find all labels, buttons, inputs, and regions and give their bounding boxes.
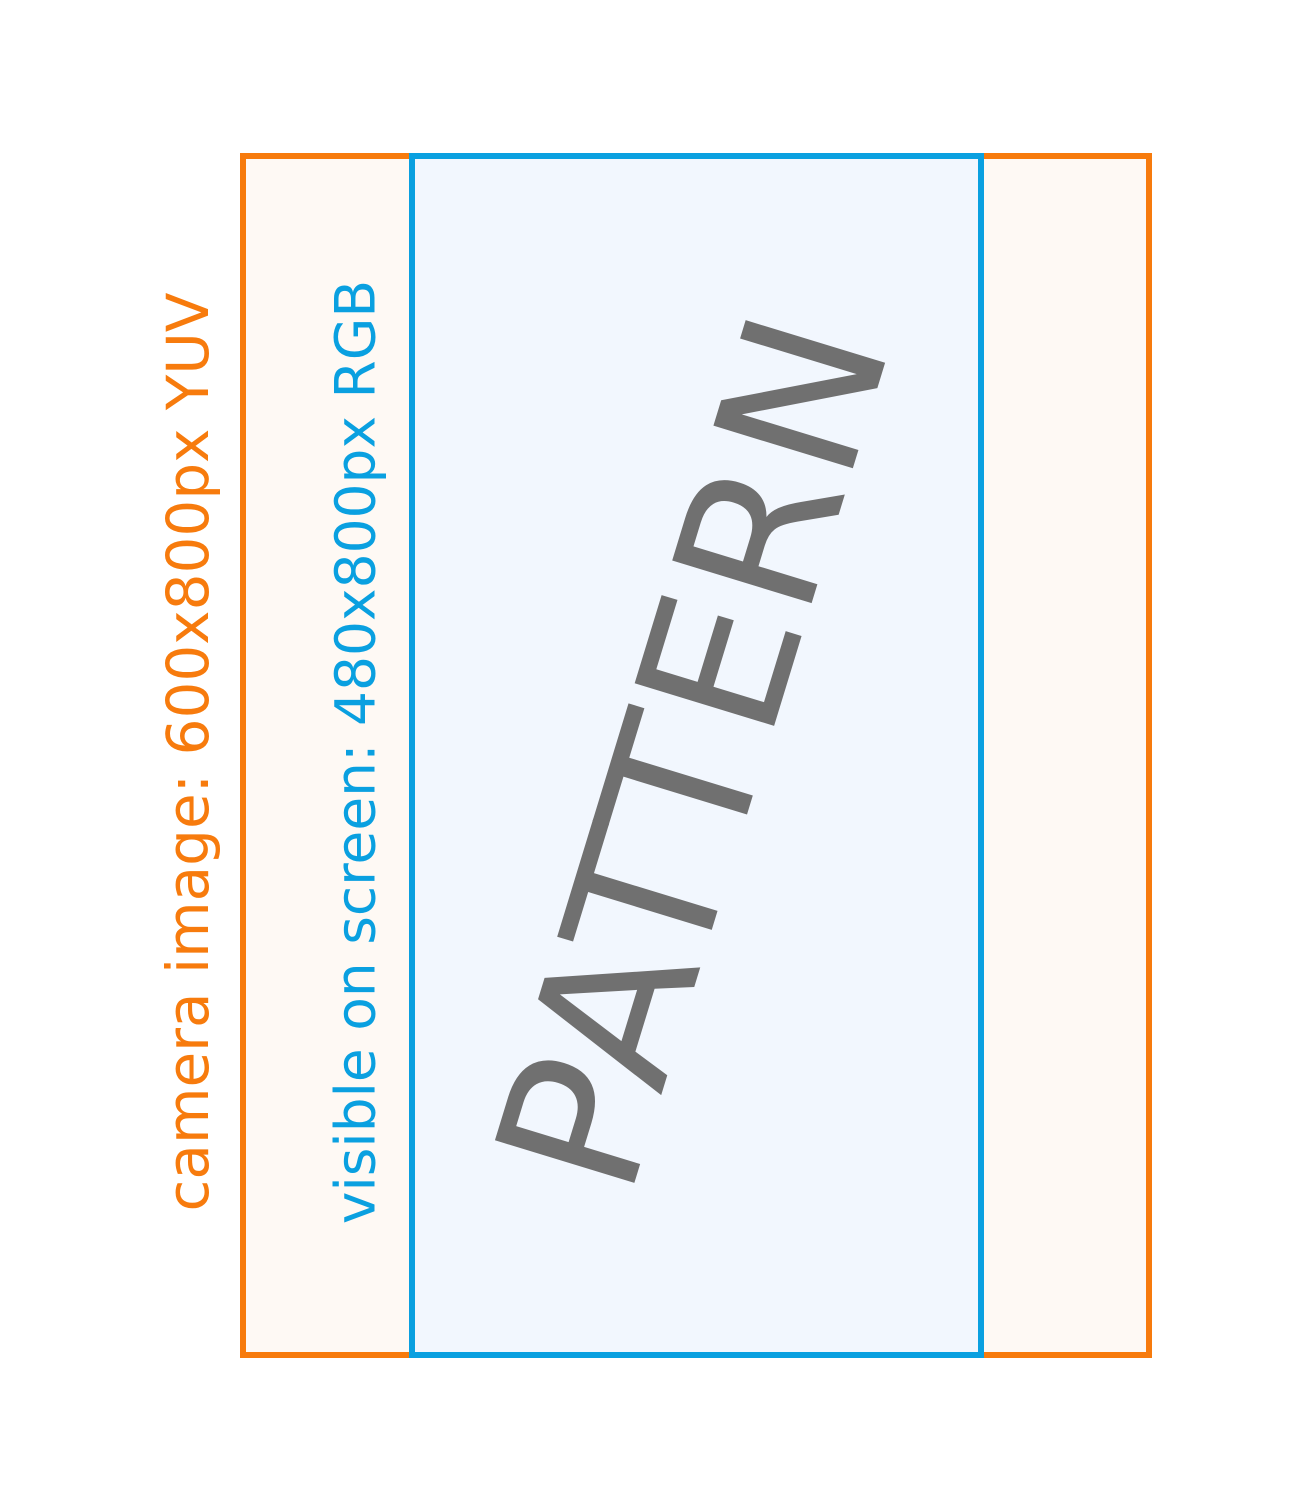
camera-image-label: camera image: 600x800px YUV	[154, 292, 222, 1212]
visible-screen-frame	[409, 153, 984, 1358]
visible-screen-label: visible on screen: 480x800px RGB	[323, 279, 388, 1225]
